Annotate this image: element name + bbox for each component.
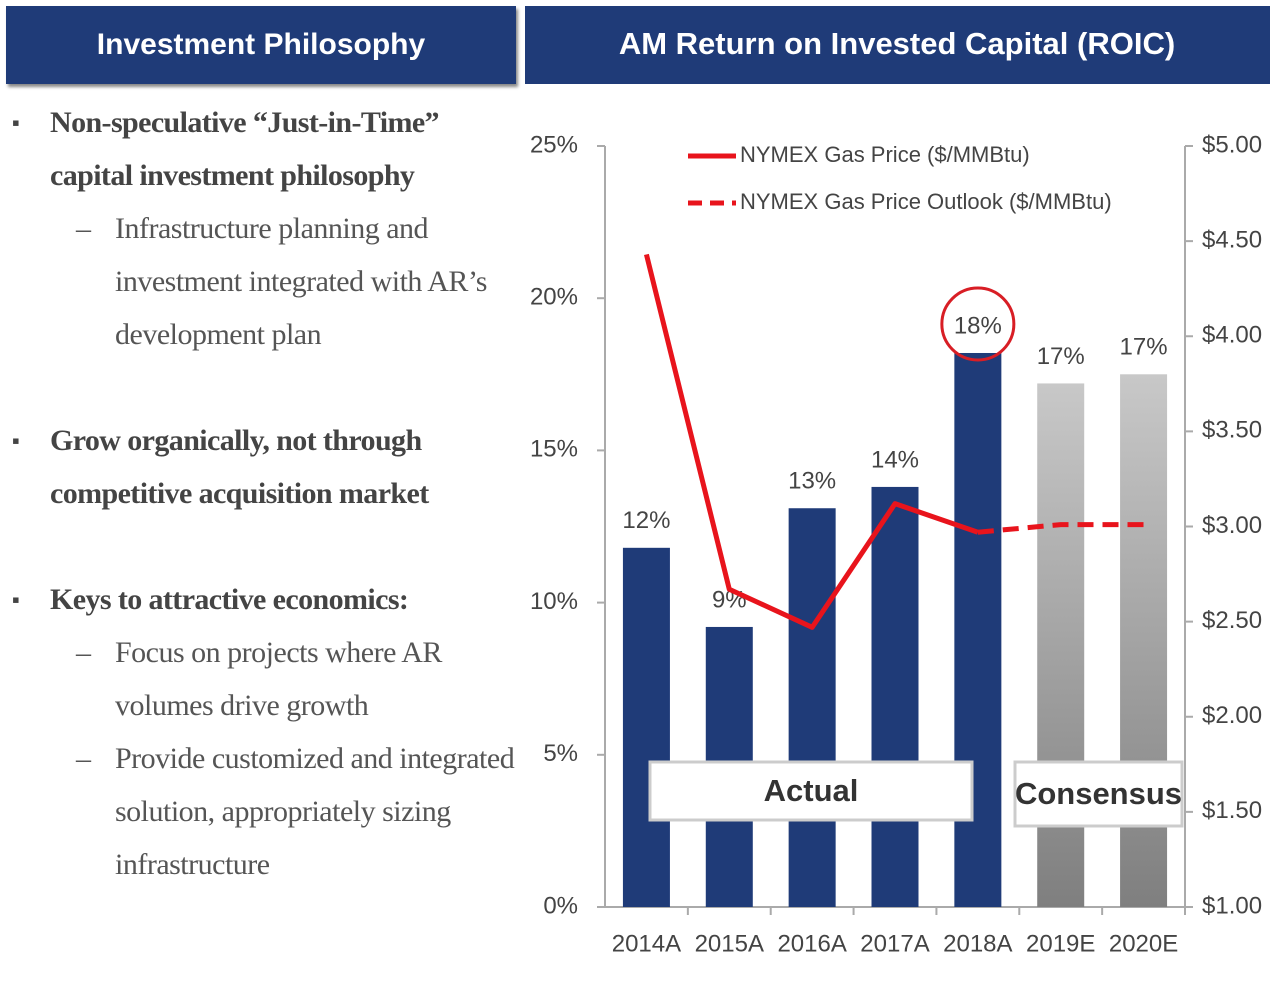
x-tick-label: 2018A: [943, 930, 1012, 957]
line-series: [977, 522, 1144, 535]
x-tick-label: 2017A: [860, 930, 929, 957]
sub-bullet-text: Infrastructure planning and investment i…: [0, 202, 515, 361]
legend-label: NYMEX Gas Price Outlook ($/MMBtu): [740, 189, 1112, 214]
bullet-text: Non-speculative “Just-in-Time” capital i…: [0, 96, 515, 202]
y2-tick-label: $2.50: [1202, 607, 1262, 634]
y2-tick-label: $3.50: [1202, 417, 1262, 444]
bar: [1037, 383, 1085, 907]
annotation-text: Consensus: [1015, 776, 1182, 811]
bar-value-label: 12%: [622, 507, 670, 534]
bar-value-label: 13%: [788, 468, 836, 495]
chart-header: [525, 6, 1270, 84]
y2-tick-label: $5.00: [1202, 131, 1262, 158]
bullet-item: Grow organically, not through competitiv…: [0, 414, 515, 520]
panel-title: Investment Philosophy: [6, 6, 516, 84]
y-tick-label: 20%: [530, 284, 578, 311]
y2-tick-label: $2.00: [1202, 702, 1262, 729]
bullet-list: Non-speculative “Just-in-Time” capital i…: [0, 96, 515, 944]
y-tick-label: 25%: [530, 131, 578, 158]
y2-tick-label: $1.00: [1202, 892, 1262, 919]
y-tick-label: 10%: [530, 588, 578, 615]
bar: [788, 508, 836, 907]
bar: [622, 547, 670, 907]
y-tick-label: 0%: [543, 892, 578, 919]
bar-value-label: 17%: [1037, 343, 1085, 370]
philosophy-panel: Investment Philosophy Non-speculative “J…: [0, 0, 518, 992]
line-series: [644, 253, 979, 630]
bar: [954, 352, 1002, 907]
annotation-box: [1013, 760, 1184, 828]
bullet-item: Keys to attractive economics:Focus on pr…: [0, 573, 515, 891]
y2-tick-label: $3.00: [1202, 512, 1262, 539]
bar-value-label: 17%: [1120, 334, 1168, 361]
bullet-item: Non-speculative “Just-in-Time” capital i…: [0, 96, 515, 361]
y-tick-label: 5%: [543, 740, 578, 767]
x-tick-label: 2020E: [1109, 930, 1178, 957]
y2-tick-label: $4.00: [1202, 322, 1262, 349]
x-tick-label: 2019E: [1026, 930, 1095, 957]
annotation-text: Actual: [764, 773, 859, 808]
annotation-box: [648, 760, 974, 822]
y-tick-label: 15%: [530, 436, 578, 463]
bullet-text: Grow organically, not through competitiv…: [0, 414, 515, 520]
bullet-text: Keys to attractive economics:: [0, 573, 515, 626]
legend-label: NYMEX Gas Price ($/MMBtu): [740, 142, 1030, 167]
bar-value-label: 18%: [954, 312, 1002, 339]
chart-title: AM Return on Invested Capital (ROIC): [619, 26, 1175, 61]
y2-tick-label: $1.50: [1202, 797, 1262, 824]
bar: [705, 626, 753, 907]
y2-tick-label: $4.50: [1202, 226, 1262, 253]
sub-bullet-text: Provide customized and integrated soluti…: [0, 732, 515, 891]
x-tick-label: 2014A: [612, 930, 681, 957]
highlight-circle: [940, 286, 1016, 362]
x-tick-label: 2015A: [695, 930, 764, 957]
bar: [871, 486, 919, 907]
x-tick-label: 2016A: [777, 930, 846, 957]
bar-value-label: 9%: [712, 586, 747, 613]
sub-bullet-text: Focus on projects where AR volumes drive…: [0, 626, 515, 732]
bar: [1120, 374, 1168, 907]
bar-value-label: 14%: [871, 446, 919, 473]
